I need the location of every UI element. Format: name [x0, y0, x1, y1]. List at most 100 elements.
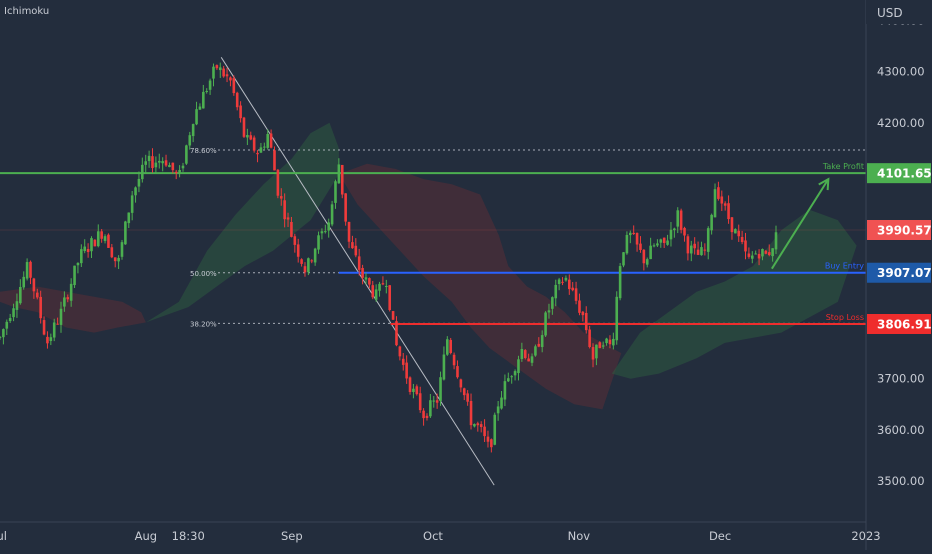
candle-body: [286, 217, 290, 220]
candle-body: [466, 393, 469, 402]
candle-body: [507, 378, 510, 382]
candle-body: [598, 342, 602, 349]
level-price-tag-bg: [867, 313, 931, 334]
candle-body: [666, 240, 669, 245]
candle-body: [757, 253, 761, 259]
price-tick: 4300.00: [877, 65, 925, 79]
candle-body: [259, 147, 263, 153]
candle-body: [645, 259, 649, 265]
candle-body: [442, 354, 446, 380]
candle-body: [232, 78, 236, 94]
candle-body: [49, 337, 53, 341]
candle-body: [46, 336, 49, 344]
candle-body: [2, 329, 5, 338]
candle-body: [429, 400, 432, 417]
candle-body: [120, 242, 124, 257]
candle-body: [93, 239, 97, 247]
candle-body: [296, 244, 300, 257]
candle-body: [273, 150, 276, 171]
candle-body: [767, 252, 771, 256]
candle-body: [391, 311, 395, 320]
candle-body: [42, 320, 46, 335]
candle-body: [561, 281, 564, 283]
candle-body: [703, 249, 707, 251]
candle-body: [486, 436, 490, 442]
level-price-tag: 4101.65: [877, 167, 932, 181]
candle-body: [357, 256, 361, 270]
candle-body: [761, 249, 764, 257]
candle-body: [90, 238, 93, 252]
candle-body: [246, 134, 249, 138]
candle-body: [574, 288, 578, 301]
candle-body: [117, 257, 120, 262]
candle-body: [571, 287, 574, 291]
candle-body: [774, 232, 778, 250]
candle-body: [683, 227, 686, 236]
candle-body: [405, 362, 408, 379]
candle-body: [354, 245, 358, 256]
candle-body: [144, 161, 148, 165]
level-name: Stop Loss: [826, 313, 864, 322]
candle-body: [496, 406, 500, 414]
candle-body: [381, 283, 385, 285]
candle-body: [435, 400, 439, 403]
candle-body: [656, 243, 659, 246]
candle-body: [310, 260, 314, 262]
candle-body: [523, 350, 527, 358]
candle-body: [0, 336, 2, 338]
candle-body: [581, 311, 585, 316]
candle-body: [252, 137, 256, 151]
trade-levels: Take Profit Buy Entry Stop Loss: [0, 162, 866, 325]
time-tick: Aug: [135, 529, 157, 543]
candle-body: [330, 204, 334, 225]
candle-body: [693, 243, 696, 249]
price-axis: 3500.003600.003700.003800.003900.004000.…: [865, 0, 932, 550]
level-name: Take Profit: [822, 162, 864, 171]
candle-body: [8, 318, 12, 322]
projection-arrow: [771, 178, 830, 270]
cloud-bear: [338, 163, 622, 410]
candle-body: [635, 232, 639, 245]
candle-body: [205, 90, 209, 92]
current-price-tag: 3990.57: [877, 224, 932, 238]
candle-body: [612, 338, 615, 346]
candle-body: [537, 343, 541, 347]
candle-body: [137, 178, 141, 187]
candle-body: [86, 248, 90, 253]
candle-body: [554, 284, 558, 299]
candle-body: [347, 221, 351, 242]
candle-body: [615, 296, 619, 341]
candle-body: [628, 232, 632, 236]
candle-body: [706, 228, 710, 252]
candle-body: [263, 146, 266, 148]
axis-header-bg: [866, 0, 932, 24]
candle-body: [500, 397, 503, 409]
candle-body: [178, 170, 181, 175]
candle-body: [73, 265, 76, 286]
candle-body: [601, 345, 605, 347]
candle-body: [534, 346, 537, 356]
candle-body: [425, 415, 429, 418]
candle-body: [324, 231, 327, 233]
level-price-tag-bg: [867, 262, 931, 283]
candle-body: [385, 285, 388, 287]
candle-body: [276, 169, 280, 196]
fib-label: 50.00%: [190, 270, 217, 278]
time-tick: Sep: [281, 529, 303, 543]
candle-body: [317, 235, 320, 250]
candle-body: [700, 247, 703, 256]
candle-body: [188, 135, 192, 146]
candle-body: [368, 278, 371, 285]
candle-body: [469, 401, 473, 426]
candle-body: [242, 117, 246, 137]
candle-body: [208, 80, 212, 90]
candle-body: [35, 292, 39, 298]
candle-body: [127, 212, 131, 224]
candle-body: [669, 229, 673, 240]
candle-body: [69, 283, 73, 301]
candle-body: [235, 92, 239, 108]
candle-body: [374, 289, 378, 300]
candle-body: [147, 155, 151, 162]
